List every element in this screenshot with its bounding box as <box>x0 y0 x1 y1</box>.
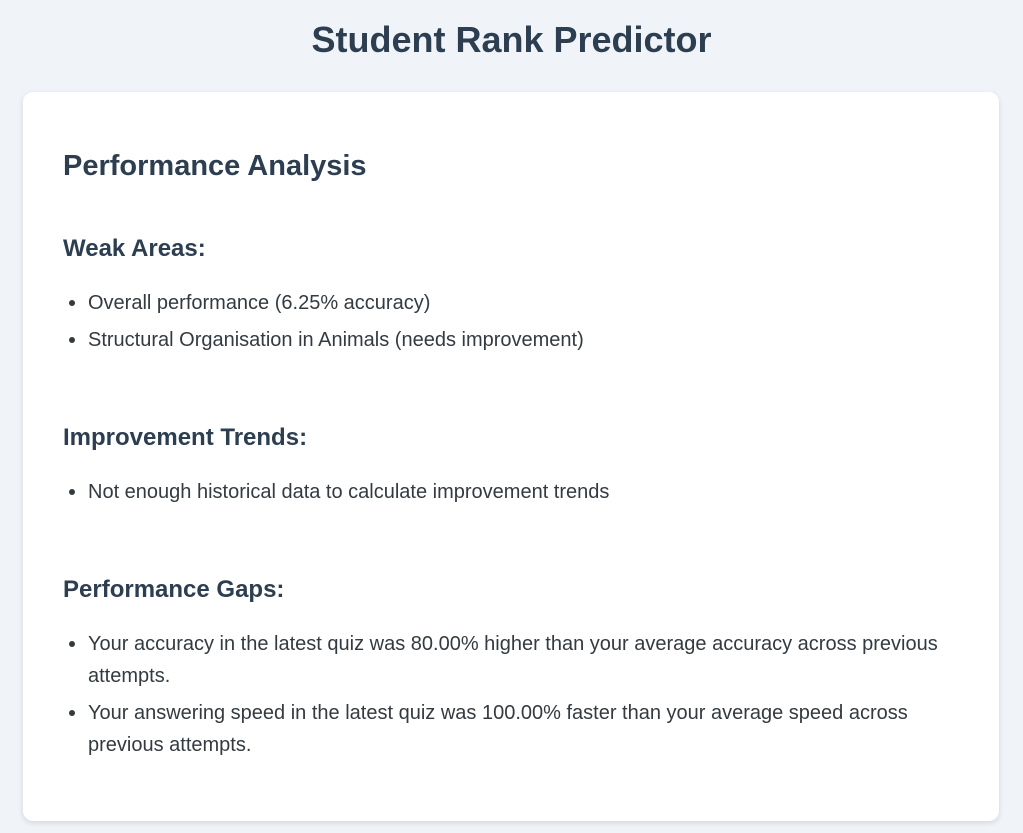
weak-area-item: Overall performance (6.25% accuracy) <box>69 287 968 319</box>
improvement-trends-heading: Improvement Trends: <box>63 424 308 451</box>
performance-analysis-heading: Performance Analysis <box>63 150 367 182</box>
performance-gaps-list: Your accuracy in the latest quiz was 80.… <box>63 628 968 766</box>
performance-analysis-card: Performance Analysis Weak Areas: Overall… <box>23 92 999 821</box>
performance-gap-item: Your accuracy in the latest quiz was 80.… <box>69 628 968 692</box>
improvement-trends-list: Not enough historical data to calculate … <box>63 476 968 513</box>
performance-gap-item: Your answering speed in the latest quiz … <box>69 697 968 761</box>
weak-areas-heading: Weak Areas: <box>63 235 206 262</box>
improvement-trend-item: Not enough historical data to calculate … <box>69 476 968 508</box>
performance-gaps-heading: Performance Gaps: <box>63 576 285 603</box>
weak-area-item: Structural Organisation in Animals (need… <box>69 324 968 356</box>
page-title: Student Rank Predictor <box>311 19 712 60</box>
weak-areas-list: Overall performance (6.25% accuracy) Str… <box>63 287 968 361</box>
